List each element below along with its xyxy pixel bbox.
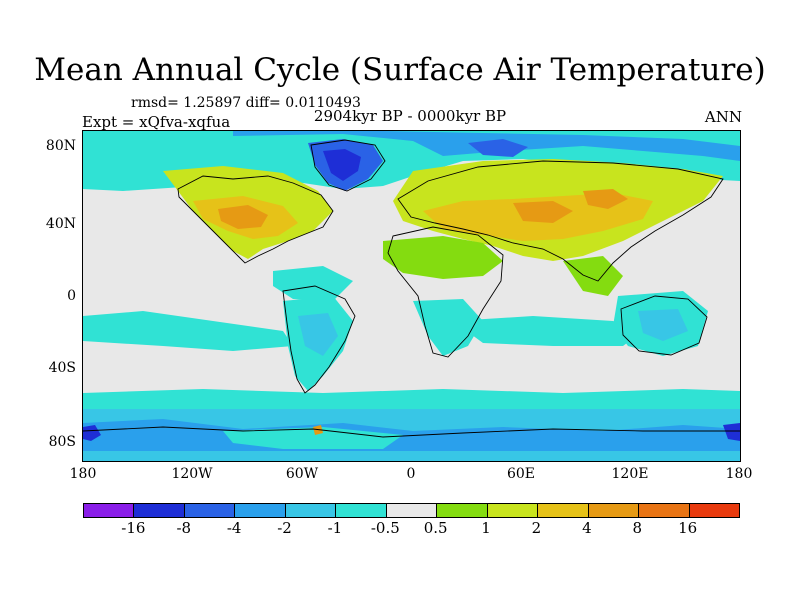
lon-label-120e: 120E	[611, 466, 649, 482]
colorbar-tick-label: 2	[531, 519, 542, 537]
middle-east-hot-region	[513, 201, 573, 223]
colorbar-segment	[386, 504, 438, 517]
colorbar-segment	[437, 504, 488, 517]
antarctic-coast-band	[223, 427, 403, 449]
colorbar-tick-label: -16	[121, 519, 146, 537]
season-label: ANN	[704, 108, 742, 126]
tropical-atlantic-cool-region	[273, 266, 353, 301]
south-america-cold-region	[298, 313, 338, 356]
colorbar-tick-label: -0.5	[370, 519, 400, 537]
ross-sea-cold-spot-east	[723, 423, 740, 441]
southern-africa-cool-region	[413, 299, 483, 356]
colorbar-segment	[487, 504, 539, 517]
figure-title: Mean Annual Cycle (Surface Air Temperatu…	[34, 52, 766, 88]
ross-sea-cold-spot	[83, 425, 101, 441]
colorbar-tick-label: 8	[632, 519, 642, 537]
colorbar-tick-label: 4	[582, 519, 592, 537]
colorbar-segment	[184, 504, 236, 517]
coastlines	[83, 139, 740, 438]
colorbar-segment	[588, 504, 640, 517]
lon-label-180e: 180	[725, 466, 753, 482]
asia-hot-region	[583, 189, 628, 209]
map-plot-area	[82, 130, 741, 462]
australia-cold-region	[638, 309, 688, 341]
indian-ocean-cool-region	[453, 316, 643, 346]
colorbar-tick-label: -1	[327, 519, 343, 537]
stats-label: rmsd= 1.25897 diff= 0.0110493	[131, 95, 361, 111]
sahara-anomaly-region	[383, 236, 503, 279]
south-pacific-cool-region	[83, 311, 293, 351]
lat-label-40n: 40N	[45, 216, 76, 232]
colorbar	[83, 503, 740, 518]
experiment-label: Expt = xQfva-xqfua	[82, 113, 231, 131]
north-america-hot-region	[218, 205, 268, 229]
period-label: 2904kyr BP - 0000kyr BP	[313, 107, 507, 125]
colorbar-segment	[639, 504, 690, 517]
greenland-core-region	[323, 149, 361, 181]
colorbar-segment	[235, 504, 286, 517]
lon-label-60w: 60W	[285, 466, 319, 482]
colorbar-segment	[538, 504, 589, 517]
anomaly-map-svg	[83, 131, 740, 461]
colorbar-tick-label: -8	[176, 519, 192, 537]
lat-label-40s: 40S	[48, 360, 76, 376]
colorbar-tick-label: 1	[481, 519, 491, 537]
colorbar-tick-label: -4	[226, 519, 242, 537]
lat-label-80s: 80S	[48, 434, 76, 450]
lon-label-180w: 180	[69, 466, 97, 482]
colorbar-tick-label: 16	[678, 519, 698, 537]
colorbar-segment	[84, 504, 135, 517]
lon-label-60e: 60E	[506, 466, 536, 482]
colorbar-tick-label: 0.5	[423, 519, 448, 537]
colorbar-segment	[285, 504, 337, 517]
colorbar-segment	[336, 504, 387, 517]
lat-label-equator: 0	[67, 288, 76, 304]
india-anomaly-region	[563, 256, 623, 296]
lon-label-0: 0	[406, 466, 416, 482]
colorbar-segment	[689, 504, 740, 517]
north-asia-blue-region	[468, 139, 528, 157]
colorbar-tick-label: -2	[277, 519, 292, 537]
lon-label-120w: 120W	[171, 466, 213, 482]
southern-ocean-cool-region	[83, 389, 740, 409]
colorbar-segment	[134, 504, 185, 517]
lat-label-80n: 80N	[45, 138, 76, 154]
